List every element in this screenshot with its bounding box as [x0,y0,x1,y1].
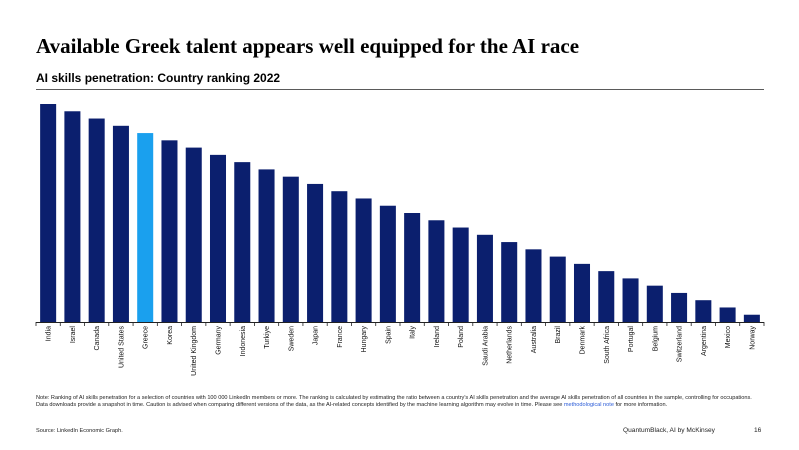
bar-japan [307,183,324,322]
bar-greece [137,133,154,322]
x-tick-label: South Africa [604,326,611,364]
x-tick-label: Greece [143,326,150,349]
bar-canada [88,118,105,322]
x-tick-label: Turkiye [264,326,271,349]
x-tick-label: Mexico [725,326,732,348]
x-tick-label: Sweden [288,326,295,351]
page-number: 16 [754,427,762,434]
source-line: Source: LinkedIn Economic Graph. [36,428,123,434]
bar-switzerland [671,292,688,322]
bar-poland [452,227,469,322]
x-tick-label: Japan [313,326,320,345]
footnote-text: Note: Ranking of AI skills penetration f… [36,395,752,409]
bar-germany [209,154,227,322]
x-axis-labels: India Israel Canada United States Greece Kore… [46,326,757,376]
bar-spain [379,205,396,322]
x-tick-label: United Kingdom [191,326,198,376]
x-tick-label: Portugal [628,326,635,353]
bar-united-kingdom [185,147,202,322]
x-tick-label: Saudi Arabia [482,326,489,366]
x-tick-label: Poland [458,326,465,348]
bar-group [40,104,760,323]
bar-ireland [428,220,445,322]
x-tick-label: Korea [167,326,174,345]
footnote-text-end: for more information. [613,402,668,409]
x-tick-label: Netherlands [507,326,514,364]
title-divider [36,89,764,90]
bar-netherlands [501,242,518,322]
x-tick-label: Ireland [434,326,441,348]
x-tick-label: Belgium [652,326,659,351]
x-tick-label: Australia [531,326,538,353]
x-tick-label: India [46,326,53,341]
x-tick-label: Argentina [701,326,708,356]
bar-norway [743,314,760,322]
bar-india [40,104,57,322]
methodological-note-link[interactable]: methodological note [563,402,614,409]
x-tick-label: Canada [94,326,101,351]
bar-italy [404,213,421,322]
bar-saudi-arabia [476,234,493,322]
bar-south-africa [598,271,615,322]
bar-france [331,191,348,322]
page-title: Available Greek talent appears well equi… [36,34,580,58]
x-tick-label: France [337,326,344,348]
footnote: Note: Ranking of AI skills penetration f… [36,395,756,410]
bar-denmark [573,263,591,322]
x-tick-label: Germany [216,326,223,355]
bar-brazil [549,256,566,322]
x-tick-label: United States [118,326,125,369]
bar-mexico [719,307,736,322]
bar-turkiye [258,169,275,322]
bar-sweden [282,176,299,322]
bar-portugal [622,278,639,322]
bar-australia [525,249,542,322]
x-tick-label: Hungary [361,326,368,353]
bar-korea [161,140,178,322]
bar-united-states [112,125,129,322]
x-tick-label: Brazil [555,326,562,344]
x-tick-label: Switzerland [677,326,684,362]
bar-israel [64,111,81,323]
bar-indonesia [234,162,251,322]
bar-hungary [355,198,372,322]
bar-argentina [695,300,712,322]
x-tick-label: Italy [410,326,417,339]
x-tick-label: Indonesia [240,326,247,356]
x-tick-label: Spain [385,326,392,344]
footer-brand: QuantumBlack, AI by McKinsey [623,427,715,434]
chart-subtitle: AI skills penetration: Country ranking 2… [36,71,281,85]
x-tick-label: Norway [749,326,756,350]
x-axis-ticks [35,322,765,326]
x-tick-label: Denmark [580,326,587,355]
x-tick-label: Israel [70,326,77,344]
bar-belgium [646,285,663,322]
